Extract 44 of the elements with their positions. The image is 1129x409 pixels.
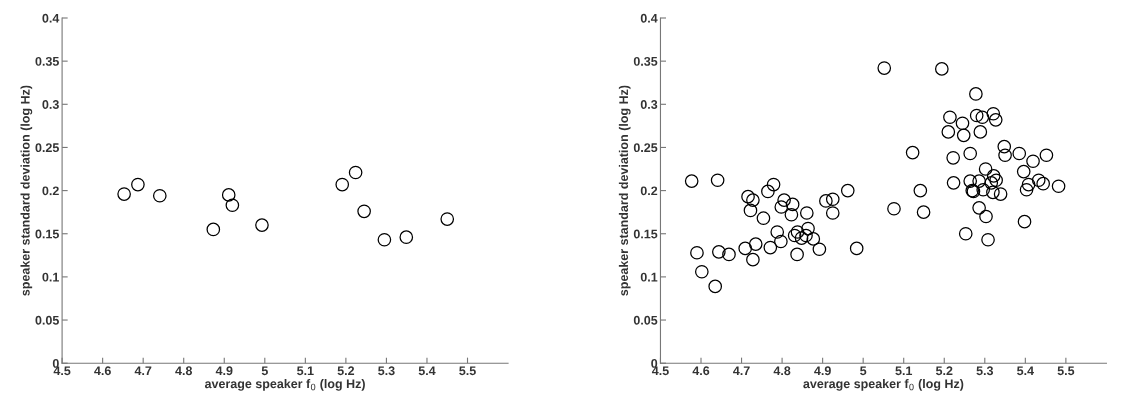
y-tick-label: 0.35 <box>633 56 658 66</box>
x-tick-label: 4.6 <box>94 366 111 376</box>
x-tick-label: 4.7 <box>134 366 152 376</box>
x-tick-label: 5.3 <box>976 366 994 376</box>
y-tick-label: 0.2 <box>640 186 658 196</box>
y-tick-label: 0.15 <box>633 229 658 239</box>
x-tick-label: 4.7 <box>733 366 750 376</box>
x-tick-label: 4.9 <box>215 366 233 376</box>
y-tick-label: 0.05 <box>633 315 658 325</box>
y-axis-title: speaker standard deviation (log Hz) <box>20 85 33 296</box>
y-tick-label: 0 <box>651 358 658 368</box>
x-tick-label: 5.4 <box>1017 366 1034 376</box>
x-tick-label: 5.5 <box>1057 366 1075 376</box>
x-tick-label: 5.2 <box>337 366 355 376</box>
y-tick-label: 0.25 <box>35 143 59 153</box>
x-tick-label: 5 <box>261 366 268 376</box>
x-tick-label: 4.8 <box>175 366 193 376</box>
y-tick-label: 0.35 <box>35 56 59 66</box>
x-tick-label: 4.9 <box>814 366 831 376</box>
x-tick-label: 5.1 <box>895 366 913 376</box>
y-tick-label: 0.15 <box>35 229 59 239</box>
x-tick-label: 4.8 <box>773 366 791 376</box>
x-axis-title: average speaker f$_{0}$ (log Hz) <box>204 379 365 391</box>
x-tick-label: 5.2 <box>935 366 953 376</box>
y-tick-label: 0 <box>52 358 59 368</box>
y-tick-label: 0.4 <box>640 13 658 23</box>
y-tick-label: 0.05 <box>35 315 59 325</box>
y-tick-label: 0.3 <box>640 100 658 109</box>
x-tick-label: 5.5 <box>459 366 476 376</box>
x-tick-label: 4.6 <box>692 366 710 376</box>
y-tick-label: 0.2 <box>42 186 59 196</box>
x-tick-label: 4.5 <box>651 366 669 376</box>
y-tick-label: 0.1 <box>640 272 658 282</box>
y-tick-label: 0.25 <box>633 143 658 153</box>
y-tick-label: 0.4 <box>42 13 60 23</box>
y-tick-label: 0.1 <box>42 272 59 282</box>
x-axis-title: average speaker f$_{0}$ (log Hz) <box>803 379 964 391</box>
y-tick-label: 0.3 <box>42 100 59 109</box>
x-tick-label: 5.4 <box>418 366 436 376</box>
x-tick-label: 5.3 <box>378 366 395 376</box>
x-tick-label: 5.1 <box>297 366 314 376</box>
x-tick-label: 4.5 <box>53 366 71 376</box>
y-axis-title: speaker standard deviation (log Hz) <box>618 85 631 296</box>
x-tick-label: 5 <box>860 366 867 376</box>
